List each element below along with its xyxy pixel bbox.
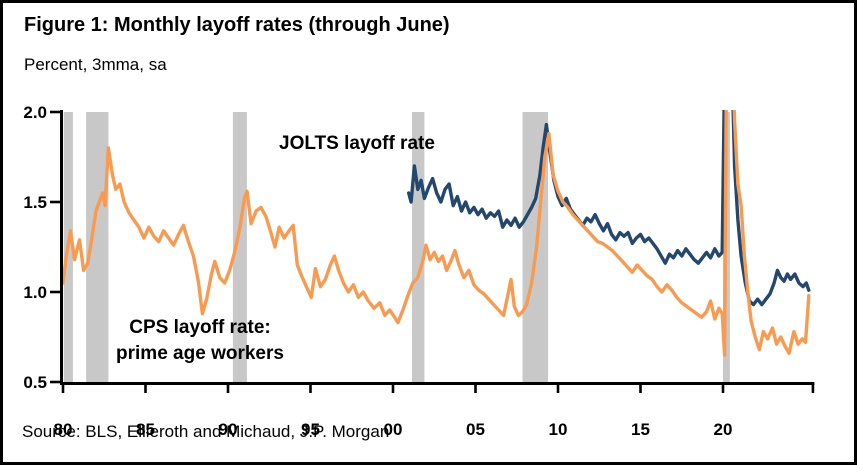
x-tick-label: 10 xyxy=(549,420,568,439)
layoff-rates-chart: 0.5 1.0 1.5 2.0 80 85 90 95 00 05 10 15 20 xyxy=(23,103,815,439)
x-tick-label: 80 xyxy=(54,420,73,439)
y-tick-label: 0.5 xyxy=(23,373,47,392)
y-tick-label: 2.0 xyxy=(23,103,47,122)
jolts-series-label: JOLTS layoff rate xyxy=(279,133,435,154)
y-tick-label: 1.5 xyxy=(23,193,47,212)
recession-band xyxy=(86,112,109,383)
series-group xyxy=(61,110,811,357)
cps-series-label-line2: prime age workers xyxy=(116,343,284,364)
source-note: Source: BLS, Ellieroth and Michaud, J.P.… xyxy=(22,422,390,441)
page-title: Figure 1: Monthly layoff rates (through … xyxy=(24,14,450,36)
axes: 0.5 1.0 1.5 2.0 80 85 90 95 00 05 10 15 20 xyxy=(23,103,815,439)
axis-unit-label: Percent, 3mma, sa xyxy=(24,55,167,74)
cps-line xyxy=(61,110,811,357)
x-tick-label: 20 xyxy=(714,420,733,439)
cps-series-label-line1: CPS layoff rate: xyxy=(129,317,271,338)
recession-band xyxy=(232,112,247,383)
x-tick-label: 85 xyxy=(136,420,155,439)
x-tick-label: 15 xyxy=(631,420,650,439)
x-tick-label: 05 xyxy=(466,420,485,439)
x-tick-label: 95 xyxy=(301,420,320,439)
jolts-line xyxy=(407,110,811,307)
x-tick-label: 00 xyxy=(384,420,403,439)
cps-series-label: CPS layoff rate: prime age workers xyxy=(93,315,307,367)
x-tick-label: 90 xyxy=(219,420,238,439)
y-tick-label: 1.0 xyxy=(23,283,47,302)
